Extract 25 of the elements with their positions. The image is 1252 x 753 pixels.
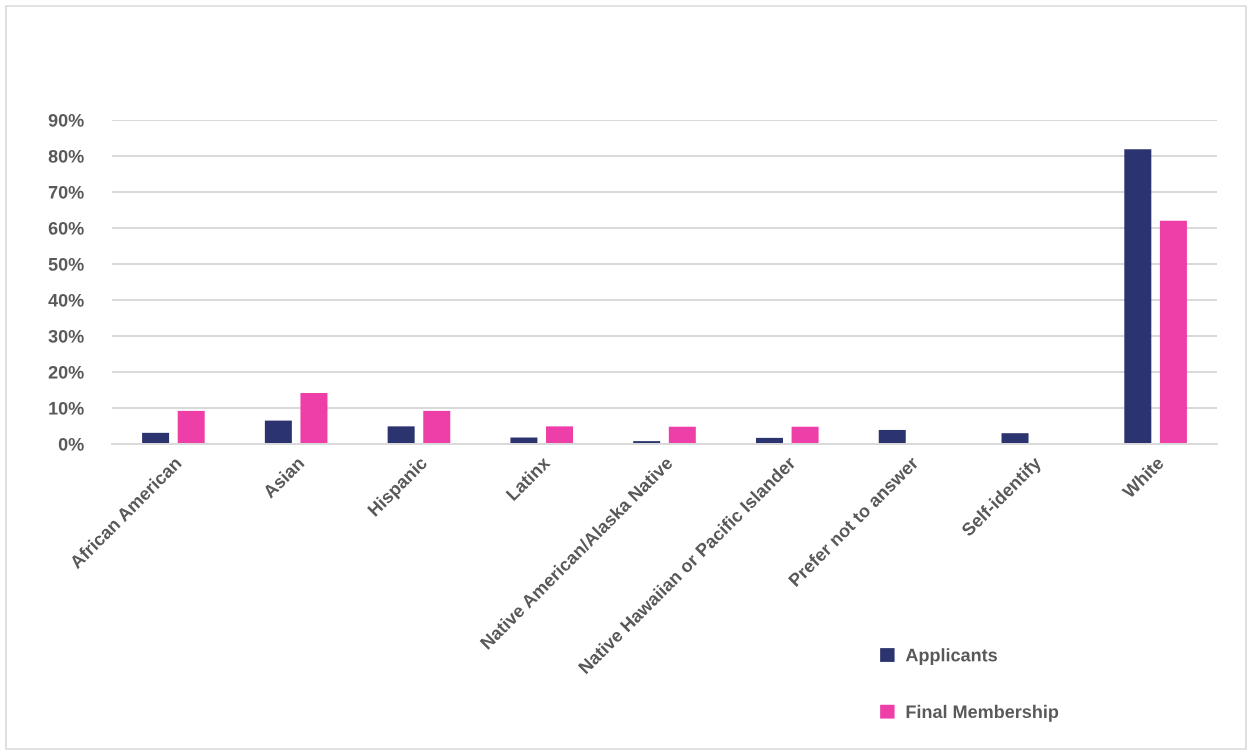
bar: [387, 426, 415, 444]
y-tick-label: 50%: [48, 257, 84, 271]
y-tick-label: 70%: [48, 185, 84, 199]
y-tick-label: 40%: [48, 293, 84, 307]
legend-label: Applicants: [905, 648, 997, 666]
bar: [423, 410, 451, 444]
bar: [1159, 220, 1187, 444]
y-tick-label: 80%: [48, 149, 84, 163]
y-tick-label: 30%: [48, 329, 84, 343]
bar: [177, 410, 205, 444]
bar: [791, 426, 819, 444]
bar: [142, 432, 170, 444]
bar: [1001, 433, 1029, 444]
y-tick-label: 20%: [48, 365, 84, 379]
bar: [668, 426, 696, 444]
bar: [878, 429, 906, 444]
y-tick-label: 90%: [48, 113, 84, 127]
legend-label: Final Membership: [906, 704, 1059, 722]
bar: [546, 426, 574, 444]
y-tick-label: 0%: [58, 437, 84, 451]
y-tick-label: 10%: [49, 401, 84, 415]
bar: [1124, 149, 1152, 444]
y-tick-label: 60%: [48, 221, 84, 235]
bar: [300, 392, 328, 444]
bar: [264, 420, 292, 444]
